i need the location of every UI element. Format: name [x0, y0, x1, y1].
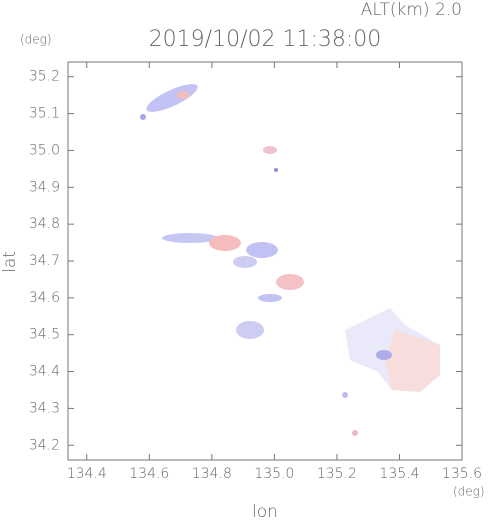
- x-tick-label: 134.8: [192, 466, 232, 482]
- x-tick-label: 134.4: [67, 466, 107, 482]
- echo-field: [140, 84, 440, 436]
- y-tick-label: 34.4: [29, 364, 60, 380]
- echo: [233, 256, 257, 268]
- x-tick-label: 135.0: [254, 466, 294, 482]
- subtitle: ALT(km) 2.0: [361, 0, 462, 20]
- x-tick-label: 135.2: [317, 466, 357, 482]
- echo: [276, 274, 304, 290]
- echo: [263, 146, 277, 154]
- plot-frame: [67, 61, 463, 461]
- y-tick-label: 34.7: [29, 253, 60, 269]
- x-tick-label: 135.6: [442, 466, 482, 482]
- echo: [236, 321, 264, 339]
- y-tick-label: 35.2: [29, 69, 60, 85]
- echo: [146, 84, 198, 112]
- y-tick-label: 34.9: [29, 179, 60, 195]
- y-unit: (deg): [20, 33, 52, 47]
- echo: [274, 168, 278, 172]
- x-tick-label: 135.4: [379, 466, 419, 482]
- echo: [385, 330, 440, 392]
- echo: [209, 235, 241, 251]
- y-tick-label: 34.8: [29, 216, 60, 232]
- y-tick-label: 34.5: [29, 327, 60, 343]
- y-tick-label: 35.0: [29, 142, 60, 158]
- x-tick-label: 134.6: [129, 466, 169, 482]
- echo: [162, 233, 218, 243]
- echo: [140, 114, 146, 120]
- y-tick-label: 34.6: [29, 290, 60, 306]
- x-axis-label: lon: [252, 502, 278, 521]
- y-tick-label: 34.3: [29, 400, 60, 416]
- echo: [376, 350, 392, 360]
- y-axis-label: lat: [0, 251, 20, 273]
- y-tick-label: 34.2: [29, 437, 60, 453]
- echo: [258, 294, 282, 302]
- echo: [177, 91, 189, 99]
- y-tick-label: 35.1: [29, 106, 60, 122]
- echo: [342, 392, 348, 398]
- echo: [352, 430, 358, 436]
- echo: [246, 242, 278, 258]
- chart-title: 2019/10/02 11:38:00: [149, 27, 382, 52]
- x-unit: (deg): [453, 485, 485, 499]
